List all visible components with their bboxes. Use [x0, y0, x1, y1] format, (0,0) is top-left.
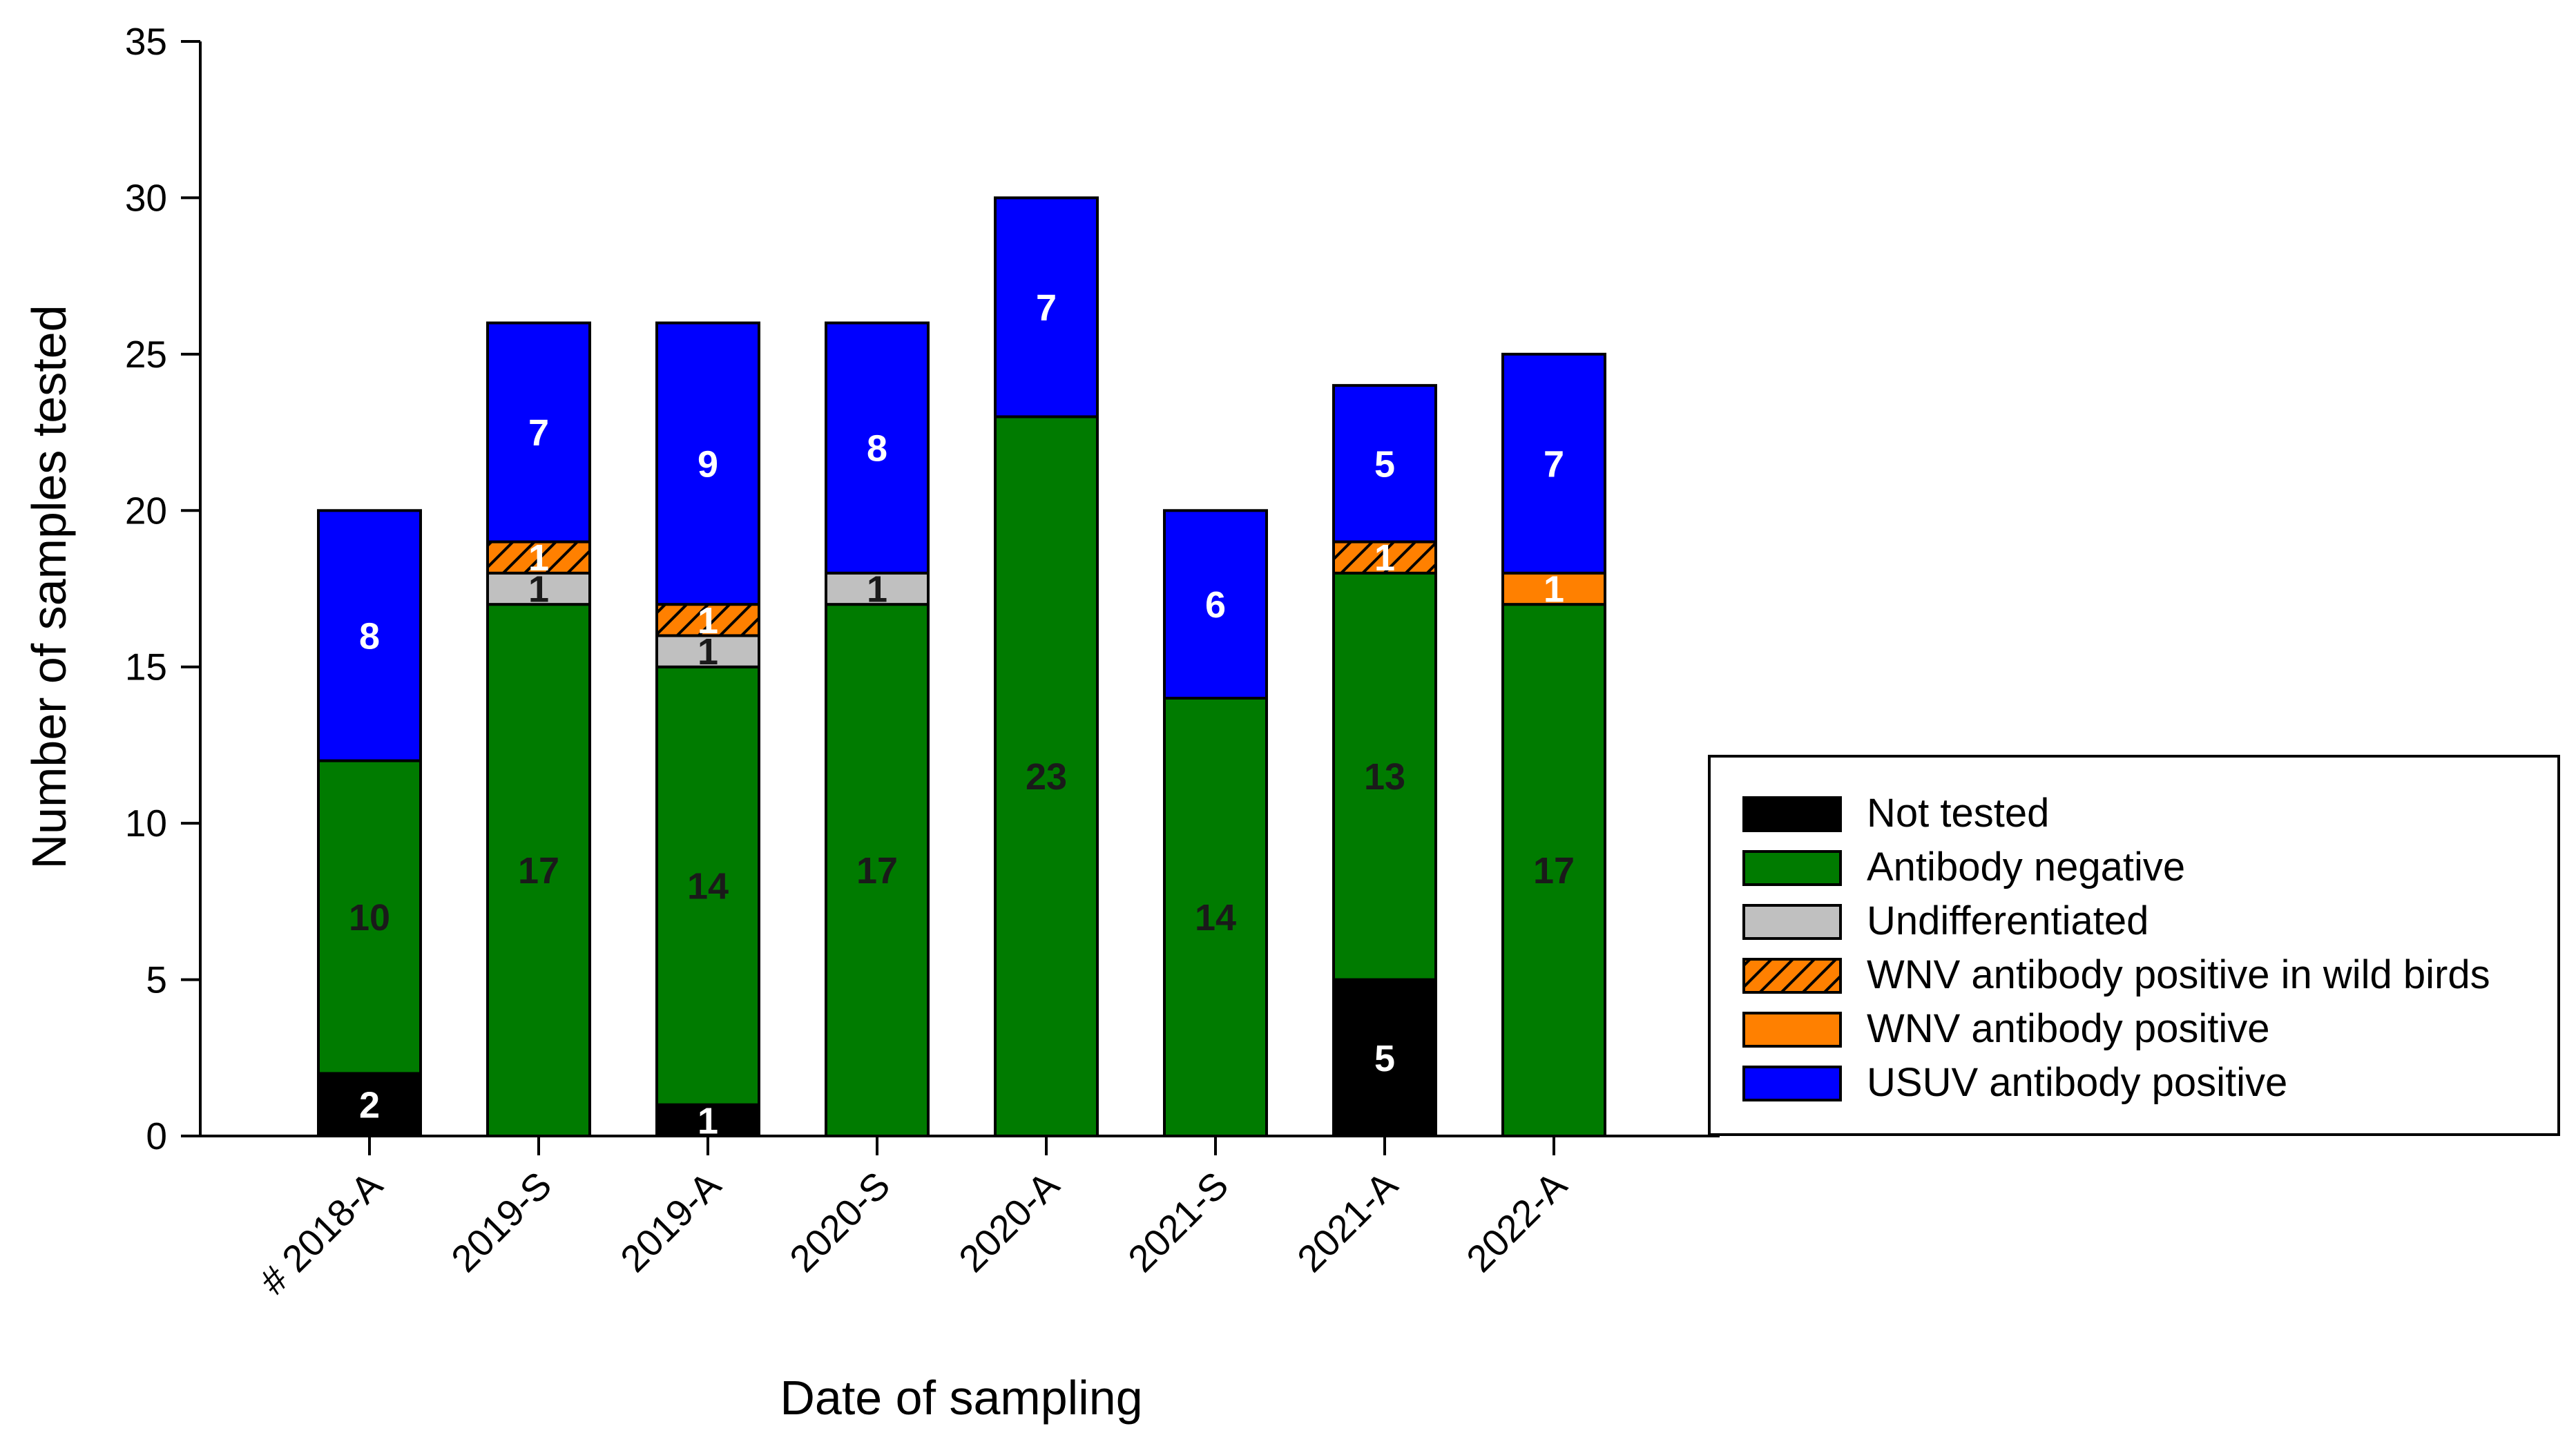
bar-segment: [655, 665, 760, 1106]
x-axis-title: Date of sampling: [780, 1371, 1142, 1425]
bar-segment: [825, 603, 930, 1137]
data-label: 7: [1544, 443, 1564, 485]
bar-segment: [1501, 603, 1606, 1137]
data-label: 1: [528, 537, 549, 579]
x-tick-label: 2020-S: [781, 1164, 898, 1280]
data-label: 17: [518, 850, 559, 892]
data-label: 9: [698, 443, 718, 485]
x-tick-label: 2022-A: [1458, 1163, 1575, 1280]
y-tick-label: 0: [146, 1115, 167, 1157]
bar-segment: [486, 540, 591, 575]
data-label: 1: [698, 631, 718, 673]
legend-label: WNV antibody positive: [1867, 1006, 2269, 1051]
bar-segment: [1501, 571, 1606, 606]
data-label: 14: [1195, 897, 1236, 938]
x-tick-label: # 2018-A: [251, 1163, 391, 1302]
legend-swatch: [1742, 1012, 1842, 1048]
x-axis: # 2018-A 2019-S 2019-A 2020-S 2020-A 2021-S 20…: [251, 1136, 1575, 1302]
bar-segment: [1332, 978, 1437, 1137]
x-tick-label: 2019-A: [612, 1163, 729, 1280]
bar-segment: [1163, 509, 1268, 700]
data-label: 10: [349, 897, 390, 938]
data-label: 6: [1205, 584, 1226, 626]
y-tick-label: 25: [125, 333, 167, 376]
x-tick-label: 2021-S: [1119, 1164, 1236, 1280]
data-label: 8: [867, 428, 887, 470]
data-label: 7: [528, 412, 549, 454]
bar-segment: [994, 196, 1099, 418]
legend-swatch: [1742, 958, 1842, 994]
y-tick-label: 5: [146, 959, 167, 1001]
data-label: 23: [1026, 756, 1067, 798]
data-label: 5: [1374, 1038, 1395, 1079]
bars: [317, 196, 1606, 1138]
data-label: 1: [698, 600, 718, 642]
x-tick-label: 2019-S: [443, 1164, 559, 1280]
data-label: 7: [1036, 287, 1057, 329]
legend-frame: [1708, 755, 2560, 1136]
bar-segment: [317, 509, 422, 762]
legend-label: Not tested: [1867, 791, 2049, 836]
data-label: 1: [528, 569, 549, 610]
legend-label: USUV antibody positive: [1867, 1060, 2287, 1105]
y-tick-label: 20: [125, 489, 167, 532]
bar-segment: [655, 321, 760, 606]
y-tick-label: 30: [125, 176, 167, 219]
legend-swatch: [1742, 796, 1842, 832]
y-axis-title: Number of samples tested: [22, 305, 76, 869]
x-tick-label: 2020-A: [950, 1163, 1067, 1280]
legend-swatch: [1742, 1066, 1842, 1101]
legend-swatch: [1742, 904, 1842, 940]
legend: Not tested Antibody negative Undifferentia…: [1708, 755, 2560, 1136]
data-label: 1: [867, 569, 887, 610]
x-tick-label: 2021-A: [1289, 1163, 1405, 1280]
data-label: 8: [359, 615, 380, 657]
legend-label: WNV antibody positive in wild birds: [1867, 952, 2490, 997]
y-tick-label: 35: [125, 20, 167, 63]
data-label: 13: [1364, 756, 1405, 798]
data-label: 5: [1374, 443, 1395, 485]
data-label: 17: [1533, 850, 1575, 892]
legend-label: Antibody negative: [1867, 845, 2185, 889]
bar-segment: [1332, 384, 1437, 543]
legend-swatch: [1742, 850, 1842, 886]
data-label: 1: [698, 1100, 718, 1142]
bar-segment: [1332, 540, 1437, 575]
y-tick-label: 15: [125, 646, 167, 689]
bar-segment: [1501, 352, 1606, 575]
bar-segment: [486, 321, 591, 543]
data-label: 1: [1374, 537, 1395, 579]
bar-segment: [655, 603, 760, 637]
bar-segment: [655, 634, 760, 668]
data-label: 1: [1544, 569, 1564, 610]
y-tick-label: 10: [125, 802, 167, 845]
legend-label: Undifferentiated: [1867, 898, 2149, 943]
bar-segment: [655, 1103, 760, 1137]
bar-segment: [317, 759, 422, 1075]
bar-segment: [486, 603, 591, 1137]
data-label: 14: [687, 866, 729, 907]
data-label: 2: [359, 1085, 380, 1126]
bar-segment: [825, 321, 930, 575]
data-label: 17: [856, 850, 898, 892]
